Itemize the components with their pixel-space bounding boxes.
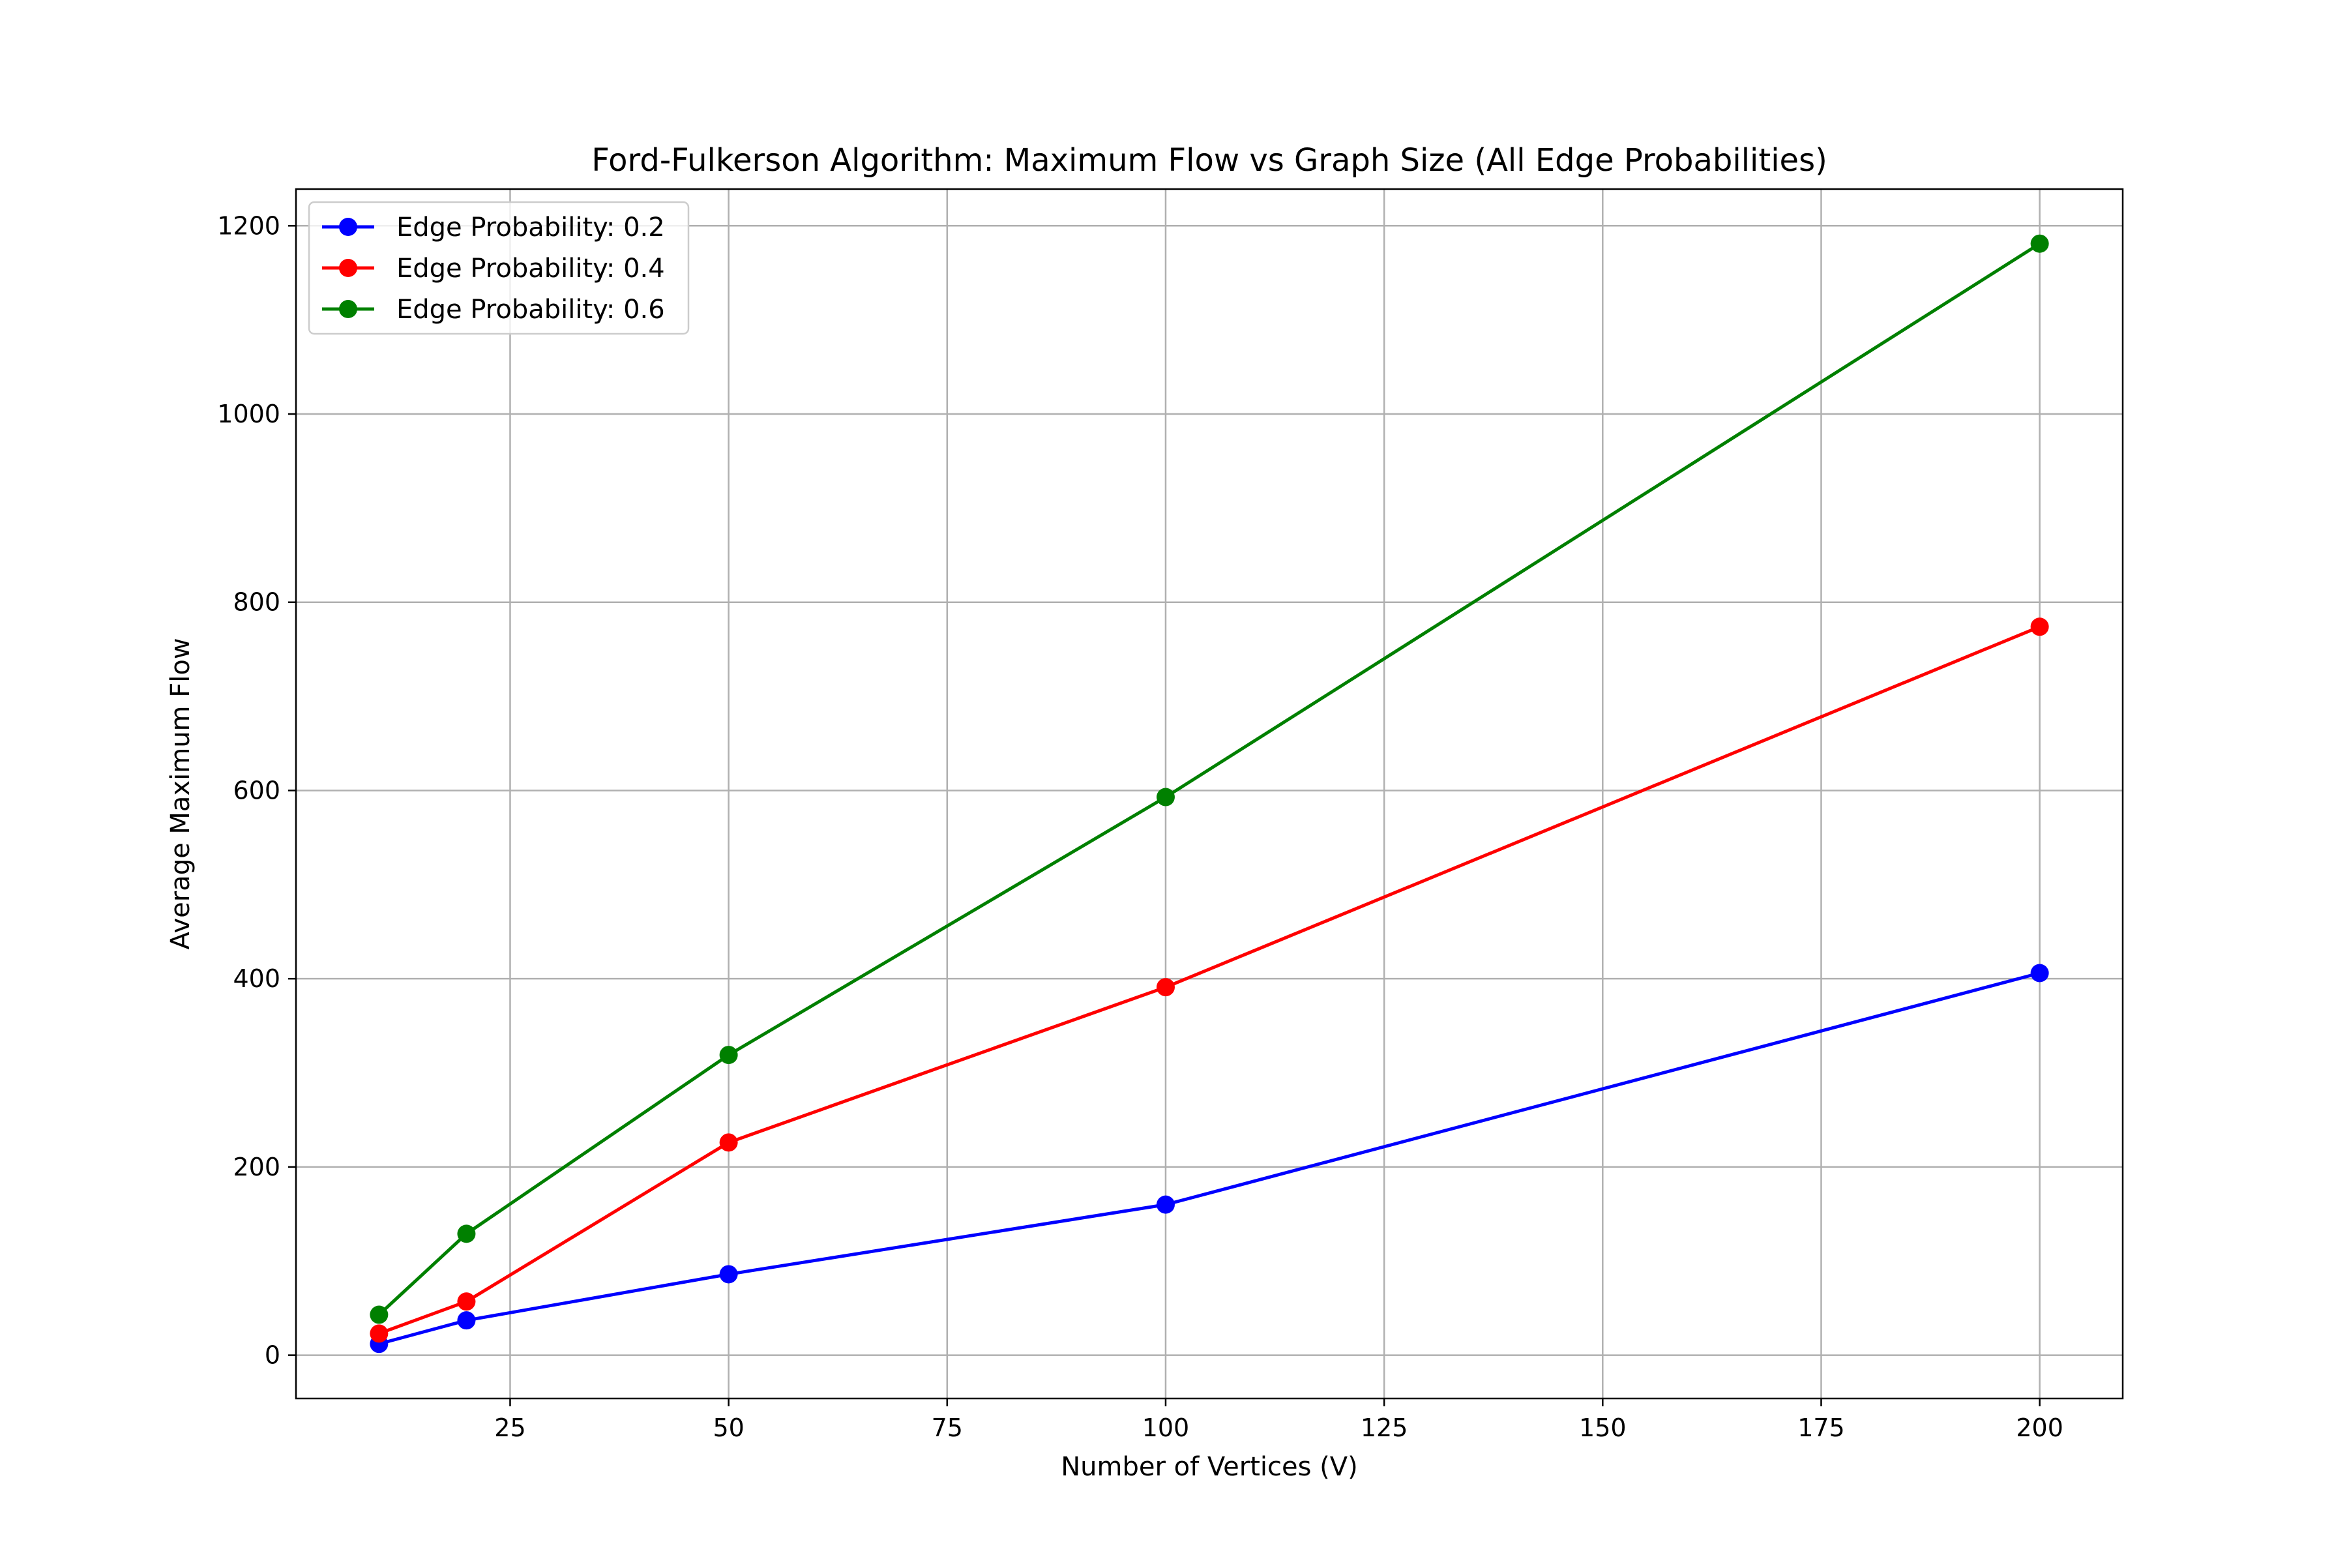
x-tick-label: 75 [932,1413,963,1442]
legend: Edge Probability: 0.2 Edge Probability: 0… [308,201,690,335]
data-point [1156,788,1175,806]
data-point [2030,234,2049,253]
legend-label: Edge Probability: 0.2 [396,213,665,243]
legend-item: Edge Probability: 0.4 [322,254,665,284]
data-point [719,1046,738,1065]
grid [296,189,2123,1398]
data-point [2030,964,2049,983]
y-tick-label: 600 [233,776,280,805]
legend-item: Edge Probability: 0.6 [322,295,665,325]
series-2 [370,617,2049,1343]
data-point [457,1292,476,1311]
data-point [370,1305,389,1324]
legend-item: Edge Probability: 0.2 [322,213,665,243]
legend-marker [339,259,357,277]
series-layer [370,234,2049,1354]
x-tick-label: 50 [713,1413,744,1442]
legend-box [308,201,690,335]
y-tick-label: 1200 [217,211,280,240]
chart-title: Ford-Fulkerson Algorithm: Maximum Flow v… [591,142,1827,179]
x-axis-label: Number of Vertices (V) [1061,1452,1358,1482]
data-point [1156,1195,1175,1214]
y-axis-label: Average Maximum Flow [166,638,196,949]
y-tick-label: 800 [233,588,280,617]
legend-marker [339,218,357,236]
y-tick-label: 400 [233,964,280,993]
data-point [719,1265,738,1284]
x-tick-label: 125 [1361,1413,1408,1442]
y-tick-label: 200 [233,1153,280,1181]
legend-label: Edge Probability: 0.6 [396,295,665,325]
x-tick-label: 175 [1797,1413,1845,1442]
y-tick-label: 1000 [217,400,280,428]
data-point [1156,978,1175,997]
x-tick-label: 200 [2016,1413,2063,1442]
plot-frame [295,188,2124,1400]
data-point [457,1224,476,1243]
legend-label: Edge Probability: 0.4 [396,254,665,284]
y-tick-label: 0 [265,1341,280,1370]
x-tick-label: 100 [1142,1413,1190,1442]
x-tick-label: 150 [1579,1413,1627,1442]
data-point [370,1324,389,1343]
legend-marker [339,300,357,318]
data-point [2030,617,2049,636]
data-point [457,1311,476,1330]
x-tick-label: 25 [494,1413,525,1442]
series-1 [370,964,2049,1354]
data-point [719,1133,738,1152]
series-3 [370,234,2049,1324]
ticks: 25 50 75 100 125 150 175 200 0 200 400 600 800 1000 12… [217,211,2063,1442]
